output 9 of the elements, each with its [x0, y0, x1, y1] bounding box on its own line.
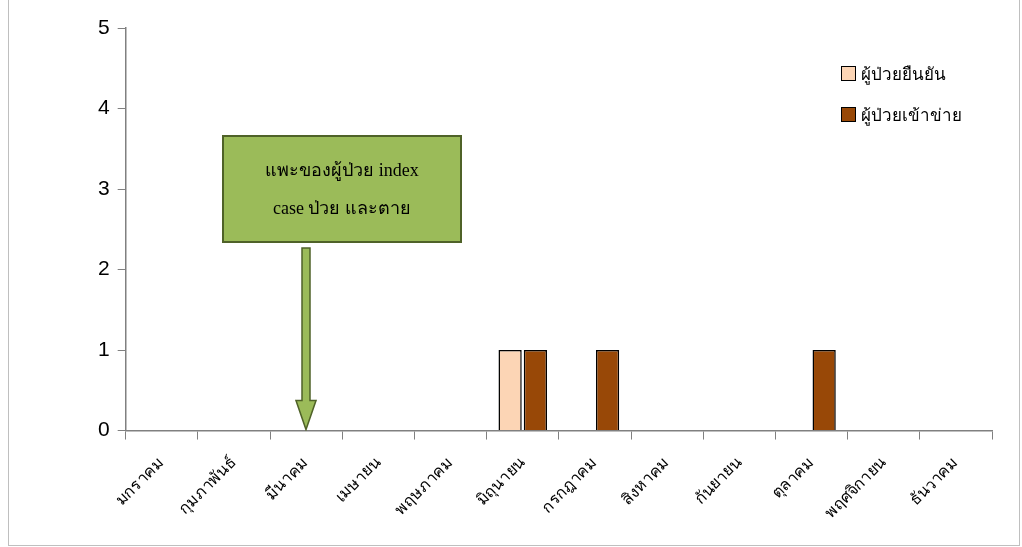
legend-label: ผู้ป่วยยืนยัน	[861, 64, 946, 87]
y-tick-label: 5	[97, 14, 110, 38]
y-tick-label: 3	[97, 175, 110, 199]
y-tick-label: 0	[97, 417, 110, 441]
y-tick-label: 4	[97, 95, 110, 119]
callout-box: แพะของผู้ป่วย index case ป่วย และตาย	[222, 135, 462, 243]
y-tick-label: 2	[97, 256, 110, 280]
legend-label: ผู้ป่วยเข้าข่าย	[861, 105, 962, 128]
y-tick-label: 1	[97, 336, 110, 360]
